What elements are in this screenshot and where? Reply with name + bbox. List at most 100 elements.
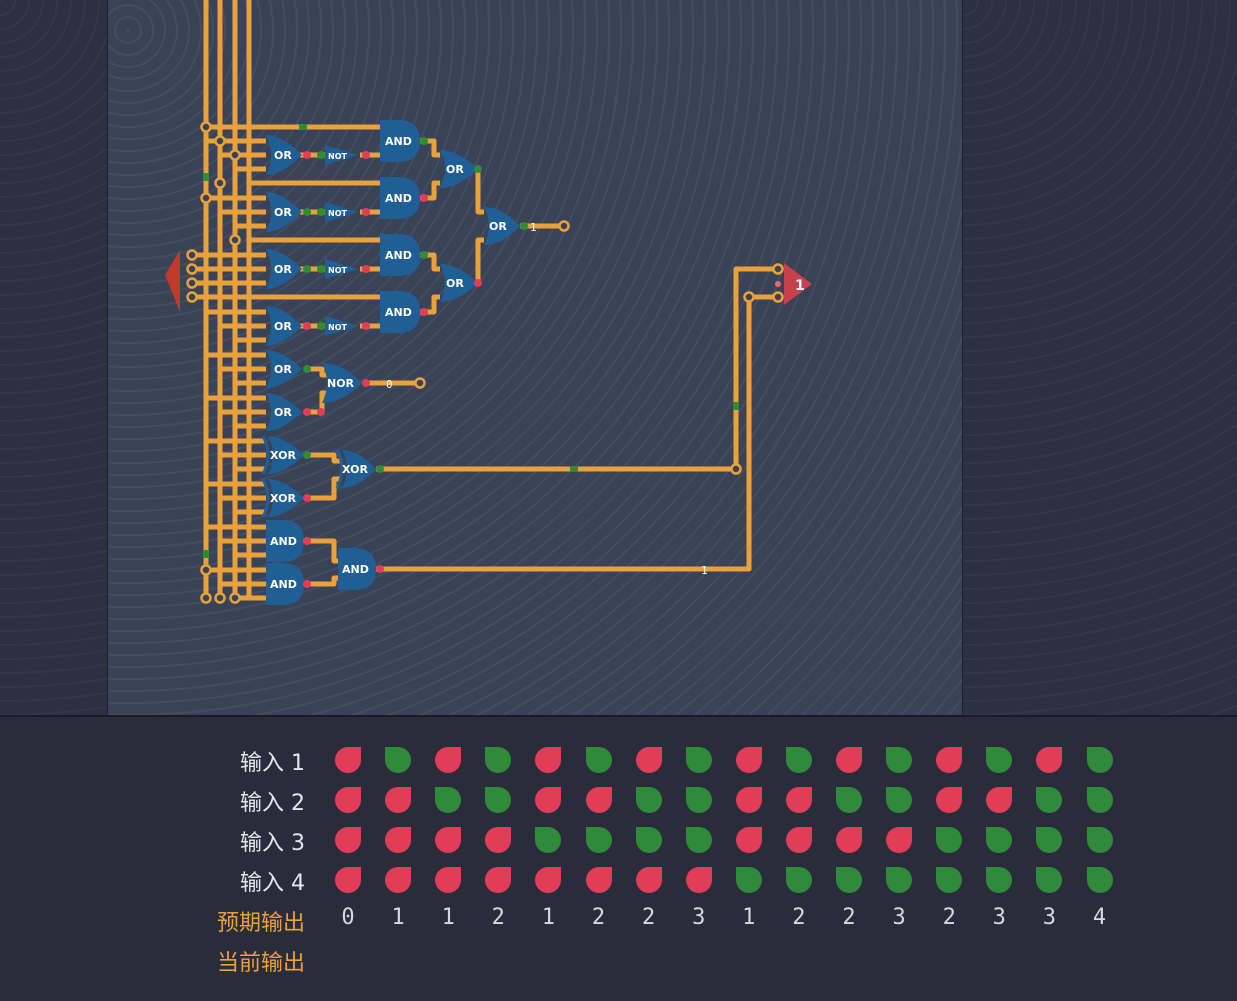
svg-text:AND: AND [385,192,412,205]
input-1-state-4 [485,747,512,773]
svg-text:OR: OR [274,263,292,276]
input-2-state-16 [1086,787,1113,813]
input-3-state-11 [836,827,862,853]
expected-output-16: 4 [1092,905,1107,930]
input-2-state-9 [735,787,762,813]
expected-output-13: 2 [942,905,956,930]
gate-xor-2[interactable]: XOR [261,478,304,518]
input-4-state-2 [385,867,412,893]
input-3-state-10 [785,827,812,853]
gate-and-2[interactable]: AND [380,177,420,219]
gate-not-4[interactable]: NOT [325,316,358,336]
gate-or-a[interactable]: OR [440,150,478,188]
signal-markers [203,124,739,558]
input-3-state-7 [635,827,662,853]
gate-or-b[interactable]: OR [440,264,478,302]
circuit-diagram[interactable]: 1 OR OR OR OR NOT NOT NOT [0,0,1237,715]
expected-output-label: 预期输出 [216,911,305,936]
expected-output-3: 1 [441,905,455,930]
wires[interactable] [192,124,778,601]
input-3-state-15 [1036,827,1063,853]
input-3-state-14 [986,827,1013,853]
svg-text:OR: OR [274,406,292,419]
input-2-state-4 [485,787,512,813]
input-4-state-13 [936,867,963,893]
gate-or-3[interactable]: OR [266,249,302,289]
input-4-state-15 [1036,867,1063,893]
expected-output-9: 1 [742,905,756,930]
gate-or-2[interactable]: OR [266,192,302,232]
input-1-state-7 [635,747,662,773]
svg-text:NOR: NOR [327,377,355,390]
output-pin-value: 1 [795,278,805,294]
input-3-state-1 [335,827,361,853]
gate-or-5[interactable]: OR [266,350,302,388]
input-3-state-3 [435,827,462,853]
gate-xor-1[interactable]: XOR [261,435,304,475]
gate-and-5[interactable]: AND [266,520,304,562]
input-1-state-12 [886,747,913,773]
gate-not-3[interactable]: NOT [325,259,358,279]
svg-text:OR: OR [274,149,292,162]
gate-and-c[interactable]: AND [338,548,376,590]
pin-states [303,137,528,588]
or-result-label: 1 [530,221,537,234]
input-1-state-3 [435,747,462,773]
gate-and-4[interactable]: AND [380,291,420,333]
input-pin-icon[interactable] [165,250,180,312]
input-3-state-12 [886,827,913,853]
input-3-state-9 [735,827,762,853]
output-pin[interactable]: 1 [775,263,812,305]
input-2-state-2 [385,787,412,813]
svg-text:OR: OR [446,163,464,176]
input-4-state-8 [685,867,712,893]
gate-or-1[interactable]: OR [266,135,302,175]
input-2-state-12 [886,787,913,813]
svg-text:AND: AND [385,249,412,262]
input-4-label: 输入 4 [240,871,305,896]
input-3-state-2 [385,827,412,853]
input-3-state-6 [585,827,612,853]
expected-output-2: 1 [391,905,405,930]
input-2-state-5 [535,787,562,813]
expected-output-12: 3 [892,905,906,930]
truth-table: 输入 1 输入 2 输入 3 输入 4 预期输出 当前输出 0 1 1 2 1 2 2 3 1 2… [0,717,1237,1001]
panel-divider [0,715,1237,717]
input-4-state-12 [886,867,913,893]
gate-or-6[interactable]: OR [266,393,302,431]
input-2-state-15 [1036,787,1063,813]
nor-result-label: 0 [386,378,393,391]
gate-or-c[interactable]: OR [484,207,520,245]
and-wire-label: 1 [701,564,708,577]
svg-text:AND: AND [342,563,369,576]
gate-and-3[interactable]: AND [380,234,420,276]
gate-and-6[interactable]: AND [266,563,304,605]
input-2-state-14 [986,787,1013,813]
wire-nodes [186,121,784,604]
input-3-state-16 [1086,827,1113,853]
svg-text:NOT: NOT [328,152,347,161]
gate-not-2[interactable]: NOT [325,202,358,222]
expected-output-11: 2 [842,905,856,930]
svg-text:XOR: XOR [270,492,296,505]
svg-text:AND: AND [270,578,297,591]
gate-nor[interactable]: NOR [322,363,362,403]
gate-or-4[interactable]: OR [266,306,302,346]
svg-text:OR: OR [489,220,507,233]
input-1-state-14 [986,747,1013,773]
gate-xor-c[interactable]: XOR [335,449,376,489]
svg-text:NOT: NOT [328,209,347,218]
input-3-state-13 [936,827,963,853]
input-3-state-8 [685,827,712,853]
expected-output-8: 3 [692,905,706,930]
expected-output-1: 0 [341,905,355,930]
input-2-state-13 [936,787,963,813]
svg-text:OR: OR [274,320,292,333]
input-2-state-8 [685,787,712,813]
right-margin-panel [963,0,1237,715]
expected-output-7: 2 [641,905,656,930]
input-1-state-13 [936,747,963,773]
svg-text:OR: OR [274,363,292,376]
gate-not-1[interactable]: NOT [325,145,358,165]
gate-and-1[interactable]: AND [380,120,420,162]
